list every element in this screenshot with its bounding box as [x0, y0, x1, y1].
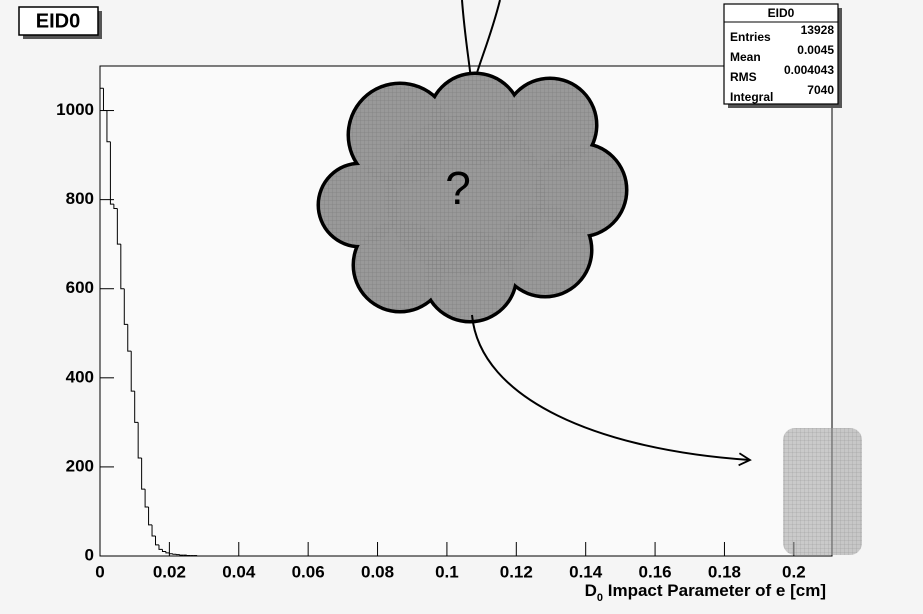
x-tick-label: 0.04 — [222, 562, 256, 581]
hist-bin — [113, 204, 118, 210]
x-label-main: D — [585, 581, 597, 600]
x-tick-label: 0.18 — [708, 562, 741, 581]
hist-bin — [109, 141, 114, 205]
stats-label: Entries — [730, 30, 771, 44]
x-tick-label: 0 — [95, 562, 104, 581]
hist-bin — [120, 244, 125, 290]
x-tick-label: 0.1 — [435, 562, 459, 581]
stats-value: 0.004043 — [784, 63, 834, 77]
stats-value: 13928 — [801, 23, 835, 37]
y-tick-label: 1000 — [56, 100, 94, 119]
chart-title: EID0 — [36, 10, 80, 32]
x-axis-label: D0 Impact Parameter of e [cm] — [585, 581, 826, 603]
stats-label: Mean — [730, 50, 761, 64]
arrow — [471, 314, 752, 467]
hist-bin — [102, 88, 107, 112]
hist-bin — [158, 544, 163, 550]
cloud — [316, 71, 629, 324]
stats-panel — [723, 3, 839, 105]
hist-bin — [161, 549, 166, 553]
plot-area: 0 200 400 600 800 1000 0 0.02 0.04 0.06 0.08 0.1 0.1… — [56, 87, 806, 581]
hist-bin — [134, 391, 139, 423]
hist-bin — [148, 507, 153, 526]
x-tick-label: 0.16 — [639, 562, 672, 581]
hist-bin — [130, 351, 135, 392]
y-tick-label: 400 — [66, 367, 94, 386]
x-tick-label: 0.2 — [782, 562, 806, 581]
hist-bin — [144, 489, 149, 508]
hist-bin — [127, 324, 132, 352]
hist-bin — [106, 110, 111, 143]
x-tick-label: 0.12 — [500, 562, 533, 581]
hist-bin — [123, 288, 128, 325]
stats-label: RMS — [730, 70, 757, 84]
highlight-grid — [783, 428, 862, 555]
stats-box: EID0 Entries 13928 Mean 0.0045 RMS 0.004043 In… — [723, 3, 842, 108]
y-tick-label: 0 — [85, 545, 94, 564]
y-tick-label: 800 — [66, 189, 94, 208]
x-tick-label: 0.08 — [361, 562, 394, 581]
hist-bin — [151, 524, 156, 537]
stats-title: EID0 — [768, 6, 795, 20]
y-tick-label: 200 — [66, 456, 94, 475]
hist-bin — [116, 208, 121, 245]
hist-bin — [99, 87, 104, 556]
hist-bin — [155, 535, 159, 546]
title-box — [18, 6, 99, 36]
x-tick-label: 0.14 — [569, 562, 603, 581]
x-tick-label: 0.06 — [292, 562, 325, 581]
hist-bin — [141, 458, 146, 490]
x-tick-label: 0.02 — [153, 562, 186, 581]
hist-bin — [165, 551, 170, 554]
y-tick-label: 600 — [66, 278, 94, 297]
hist-bin — [137, 422, 142, 459]
stats-label: Integral — [730, 90, 773, 104]
cloud-question: ? — [445, 162, 471, 214]
x-label-rest: Impact Parameter of e [cm] — [603, 581, 826, 600]
stats-value: 0.0045 — [797, 43, 834, 57]
stats-value: 7040 — [807, 83, 834, 97]
x-label-sub: 0 — [597, 592, 603, 604]
hist-bin — [168, 552, 173, 555]
